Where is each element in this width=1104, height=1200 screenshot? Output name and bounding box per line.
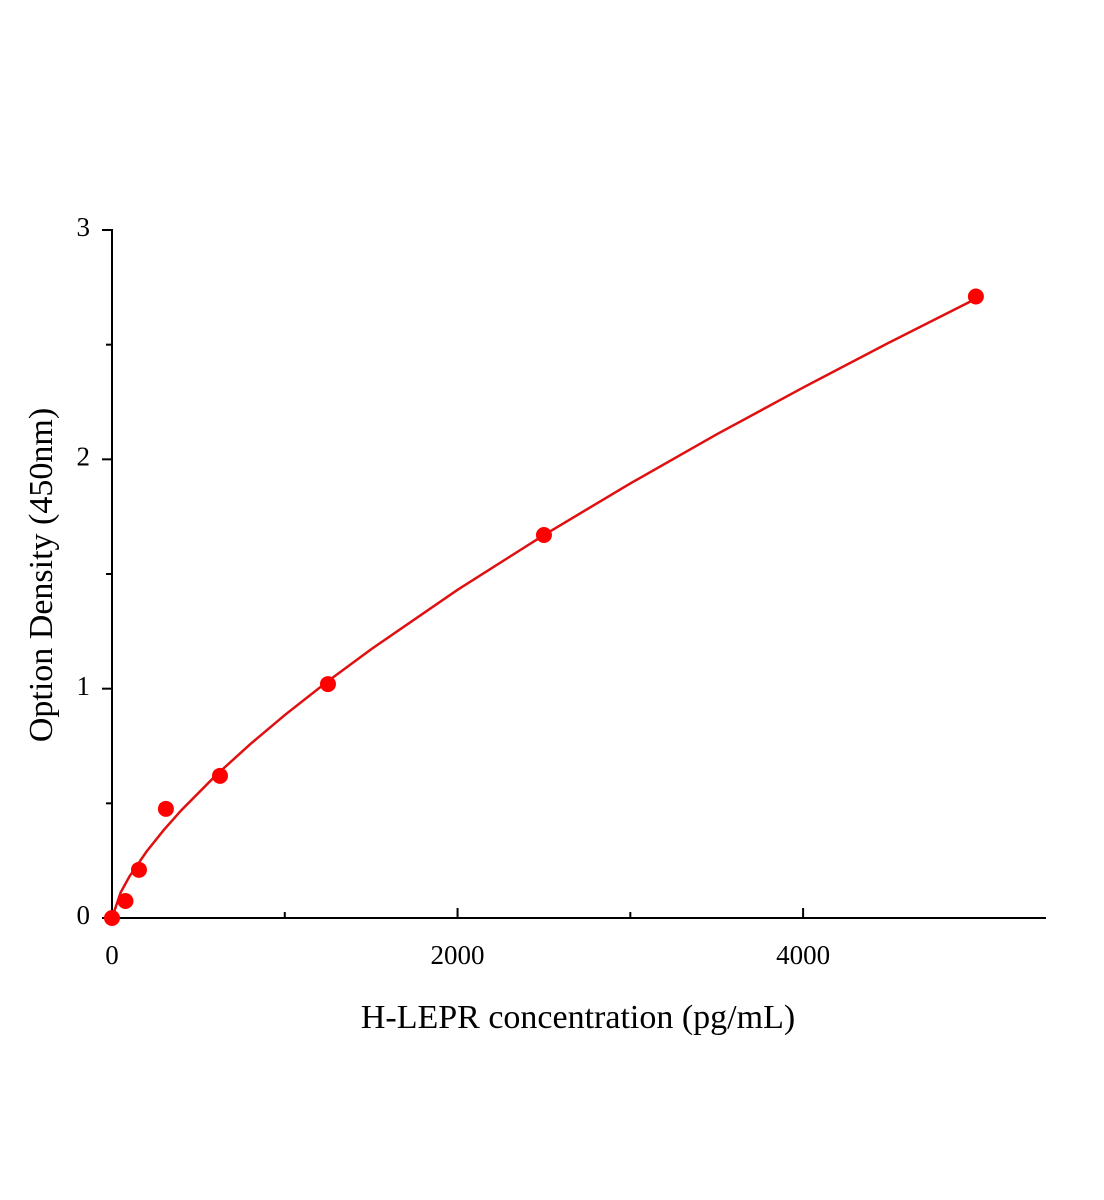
data-point — [967, 288, 984, 305]
x-tick-label: 0 — [105, 940, 119, 970]
y-tick-label: 2 — [77, 442, 91, 472]
y-tick-label: 0 — [77, 900, 91, 930]
x-tick-label: 4000 — [776, 940, 830, 970]
data-point — [211, 767, 228, 784]
data-point — [319, 676, 336, 693]
x-tick-label: 2000 — [431, 940, 485, 970]
y-tick-label: 1 — [77, 671, 91, 701]
data-point — [104, 910, 120, 926]
data-point — [535, 527, 552, 544]
data-point — [130, 861, 147, 878]
data-point — [117, 893, 134, 910]
data-point — [157, 800, 174, 817]
x-axis-label: H-LEPR concentration (pg/mL) — [361, 999, 795, 1036]
fit-curve — [110, 297, 977, 919]
y-tick-label: 3 — [77, 212, 91, 242]
y-axis-label: Option Density (450nm) — [23, 408, 60, 742]
